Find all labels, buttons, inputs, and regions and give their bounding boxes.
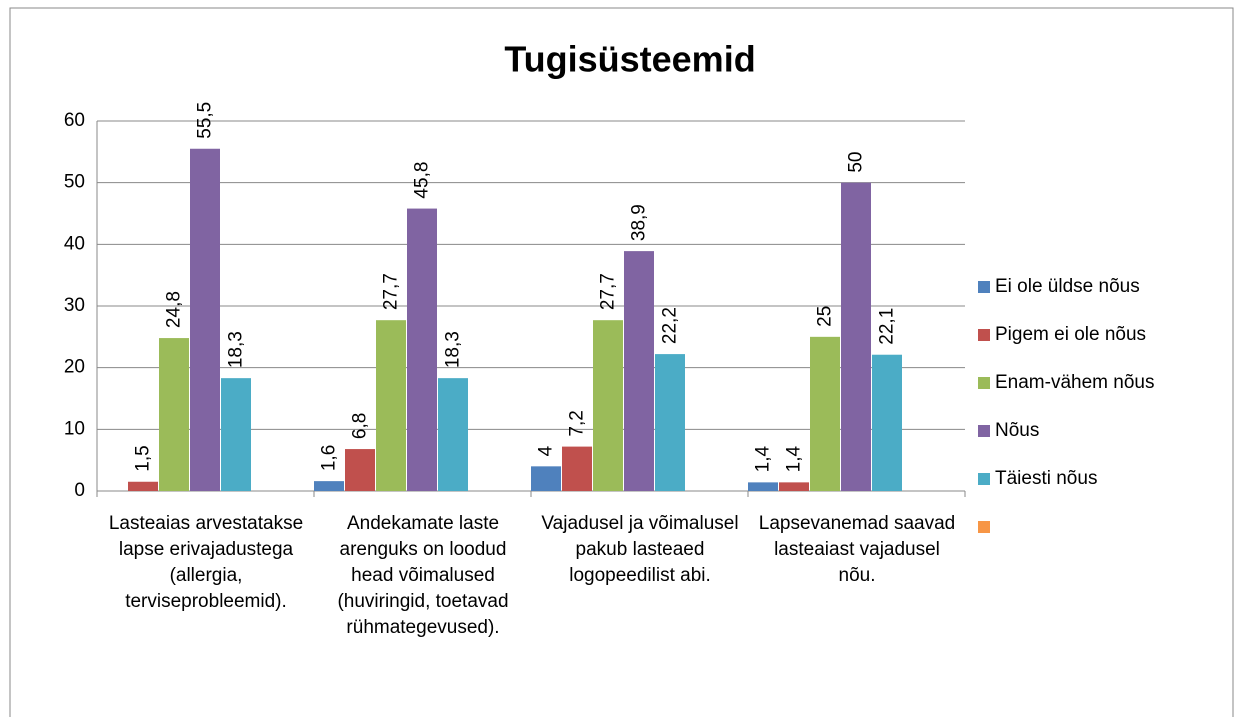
data-label: 38,9 [629,204,650,241]
data-label: 18,3 [226,331,247,368]
bar [748,482,778,491]
y-tick-label: 40 [64,233,85,254]
legend-label: Enam-vähem nõus [995,372,1154,393]
data-label: 1,4 [753,446,774,473]
y-tick-label: 50 [64,172,85,193]
bar [624,251,654,491]
legend-swatch [978,377,990,389]
legend-label: Nõus [995,420,1039,441]
legend-swatch [978,473,990,485]
bar [655,354,685,491]
legend-label: Täiesti nõus [995,468,1097,489]
chart-frame [9,7,1234,717]
bar [810,336,840,491]
y-tick-label: 0 [74,480,85,501]
bar [376,320,406,491]
bar [872,354,902,491]
bar [190,148,220,491]
bar [531,466,561,491]
data-label: 18,3 [443,331,464,368]
x-tick-label: Lapsevanemad saavad lasteaiast vajadusel… [758,513,956,586]
legend-swatch [978,521,990,533]
bar [345,449,375,491]
data-label: 7,2 [567,410,588,436]
legend-label: Ei ole üldse nõus [995,276,1140,297]
data-label: 27,7 [381,273,402,310]
bar [841,182,871,491]
data-label: 1,5 [133,445,154,471]
y-tick-label: 30 [64,295,85,316]
data-label: 27,7 [598,273,619,310]
data-label: 22,2 [660,307,681,344]
bar [562,446,592,491]
data-label: 50 [846,152,867,173]
data-label: 1,4 [784,446,805,473]
bar [438,378,468,491]
legend-swatch [978,281,990,293]
bar [314,481,344,491]
x-tick-label: Andekamate laste arenguks on loodud head… [337,513,509,638]
bar [128,481,158,491]
bar [407,208,437,492]
x-tick-label: Vajadusel ja võimalusel pakub lasteaed l… [541,513,739,586]
chart-title: Tugisüsteemid [504,39,755,80]
data-label: 24,8 [164,291,185,328]
data-label: 1,6 [319,445,340,471]
data-label: 22,1 [877,308,898,345]
data-label: 6,8 [350,413,371,439]
data-label: 25 [815,306,836,327]
data-label: 45,8 [412,162,433,199]
bar [779,482,809,491]
bar [221,378,251,491]
legend-label: Pigem ei ole nõus [995,324,1146,345]
bar [159,338,189,491]
legend-swatch [978,425,990,437]
data-label: 55,5 [195,102,216,139]
y-tick-label: 10 [64,418,85,439]
y-tick-label: 60 [64,110,85,131]
bar [593,320,623,491]
x-tick-label: Lasteaias arvestatakse lapse erivajadust… [108,513,304,612]
y-tick-label: 20 [64,357,85,378]
legend-swatch [978,329,990,341]
data-label: 4 [536,445,557,456]
